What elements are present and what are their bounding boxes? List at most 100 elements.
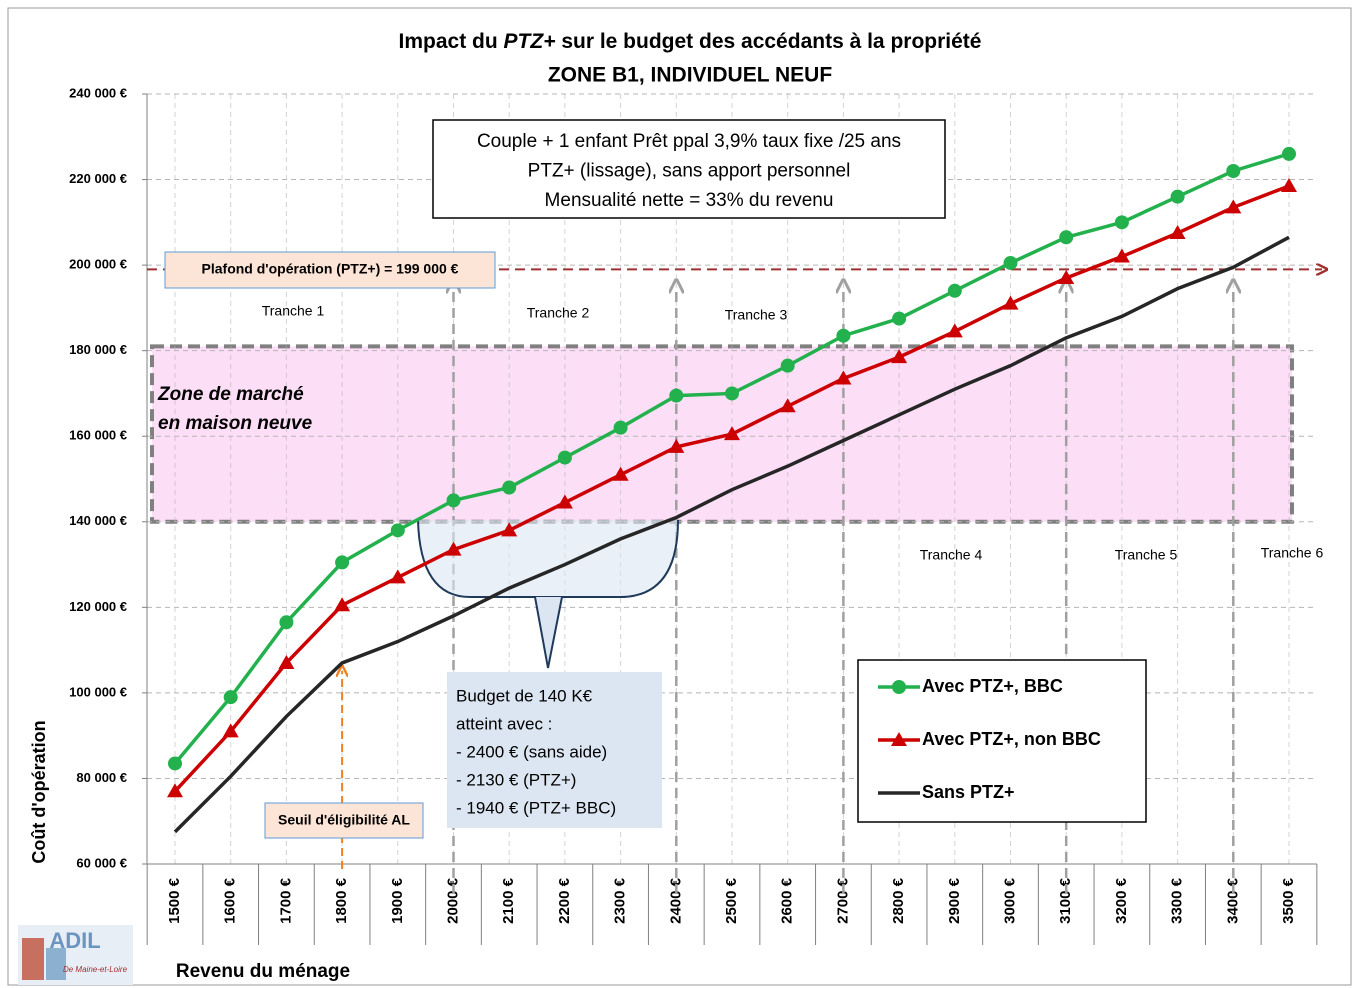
logo-house — [22, 938, 44, 980]
point — [1059, 230, 1074, 245]
title-part: Impact du — [399, 30, 504, 53]
point — [556, 494, 573, 509]
x-tick-label: 1600 € — [222, 877, 239, 924]
x-axis-label: Revenu du ménage — [176, 961, 350, 982]
y-tick-label: 200 000 € — [69, 257, 127, 272]
info-box — [432, 119, 946, 219]
tranche-label: Tranche 5 — [1115, 547, 1178, 563]
point — [167, 783, 183, 798]
legend-label: Avec PTZ+, non BBC — [922, 729, 1101, 749]
point — [668, 438, 685, 453]
point — [946, 323, 963, 338]
point — [1002, 295, 1019, 310]
x-tick-label: 2500 € — [723, 877, 740, 924]
point — [724, 426, 740, 441]
x-tick-label: 2100 € — [500, 877, 517, 924]
y-tick-label: 160 000 € — [69, 428, 127, 443]
logo-subtext: De Maine-et-Loire — [63, 965, 128, 974]
point — [835, 370, 852, 385]
info-text: Mensualité nette = 33% du revenu — [545, 190, 834, 211]
logo-house — [46, 948, 66, 980]
legend-label: Avec PTZ+, BBC — [922, 676, 1063, 696]
budget-text: - 2400 € (sans aide) — [456, 742, 607, 761]
info-text: Couple + 1 enfant Prêt ppal 3,9% taux fi… — [477, 131, 901, 152]
point — [222, 723, 239, 738]
plafond-box — [164, 251, 496, 289]
x-tick-label: 3300 € — [1169, 877, 1186, 924]
point — [335, 555, 350, 570]
point — [1282, 146, 1296, 161]
point — [1114, 215, 1129, 230]
point — [891, 732, 907, 746]
point — [1058, 269, 1075, 284]
point — [892, 311, 907, 326]
y-tick-label: 120 000 € — [69, 599, 127, 614]
chart-title: Impact du PTZ+ sur le budget des accédan… — [399, 30, 982, 53]
x-tick-label: 1900 € — [389, 877, 406, 924]
tranche-label: Tranche 3 — [725, 307, 788, 323]
point — [613, 420, 628, 435]
budget-box — [447, 672, 662, 828]
point — [1170, 189, 1185, 204]
point — [278, 654, 295, 669]
x-tick-label: 2300 € — [612, 877, 629, 924]
x-tick-label: 2700 € — [834, 877, 851, 924]
budget-text: atteint avec : — [456, 714, 552, 733]
x-tick-label: 1700 € — [277, 877, 294, 924]
x-tick-label: 1800 € — [333, 877, 350, 924]
y-tick-label: 100 000 € — [69, 684, 127, 699]
logo-text: ADIL — [49, 928, 100, 953]
point — [279, 615, 294, 630]
y-tick-label: 60 000 € — [76, 855, 127, 870]
point — [445, 541, 462, 556]
y-tick-label: 220 000 € — [69, 171, 127, 186]
zone-label: en maison neuve — [158, 413, 313, 434]
title-part: PTZ+ — [504, 30, 556, 53]
x-tick-label: 2400 € — [667, 877, 684, 924]
point — [779, 398, 796, 413]
tranche-label: Tranche 6 — [1261, 545, 1324, 561]
point — [612, 466, 629, 481]
point — [334, 597, 351, 612]
point — [892, 680, 906, 694]
point — [501, 522, 518, 537]
point — [168, 756, 182, 771]
budget-text: - 2130 € (PTZ+) — [456, 770, 576, 789]
x-tick-label: 2600 € — [779, 877, 796, 924]
x-tick-label: 2200 € — [556, 877, 573, 924]
point — [836, 328, 851, 343]
point — [390, 523, 405, 538]
series-line — [173, 235, 1290, 834]
point — [1003, 255, 1018, 270]
x-tick-label: 2900 € — [946, 877, 963, 924]
x-tick-label: 1500 € — [166, 877, 183, 924]
tranche-label: Tranche 4 — [920, 547, 983, 563]
point — [223, 690, 238, 705]
chart-subtitle: ZONE B1, INDIVIDUEL NEUF — [548, 64, 832, 87]
point — [1226, 164, 1241, 178]
y-axis-label: Coût d'opération — [29, 720, 49, 863]
budget-pointer — [534, 596, 563, 669]
tranche-label: Tranche 2 — [527, 305, 590, 321]
budget-text: Budget de 140 K€ — [456, 686, 593, 705]
legend-label: Sans PTZ+ — [922, 782, 1015, 802]
logo: ADIL De Maine-et-Loire — [18, 925, 133, 985]
seuil-label: Seuil d'éligibilité AL — [278, 812, 410, 828]
point — [1281, 177, 1297, 192]
x-tick-label: 2800 € — [890, 877, 907, 924]
point — [725, 386, 739, 401]
x-tick-label: 3100 € — [1057, 877, 1074, 924]
point — [669, 388, 684, 403]
point — [1113, 248, 1130, 263]
budget-text: - 1940 € (PTZ+ BBC) — [456, 798, 616, 817]
seuil-box — [264, 802, 424, 839]
point — [1169, 225, 1186, 240]
point — [891, 349, 908, 364]
x-tick-label: 2000 € — [444, 877, 461, 924]
y-tick-label: 140 000 € — [69, 513, 127, 528]
title-part: sur le budget des accédants à la proprié… — [555, 30, 981, 53]
x-tick-label: 3500 € — [1280, 877, 1297, 924]
y-tick-label: 180 000 € — [69, 342, 127, 357]
point — [389, 569, 406, 584]
